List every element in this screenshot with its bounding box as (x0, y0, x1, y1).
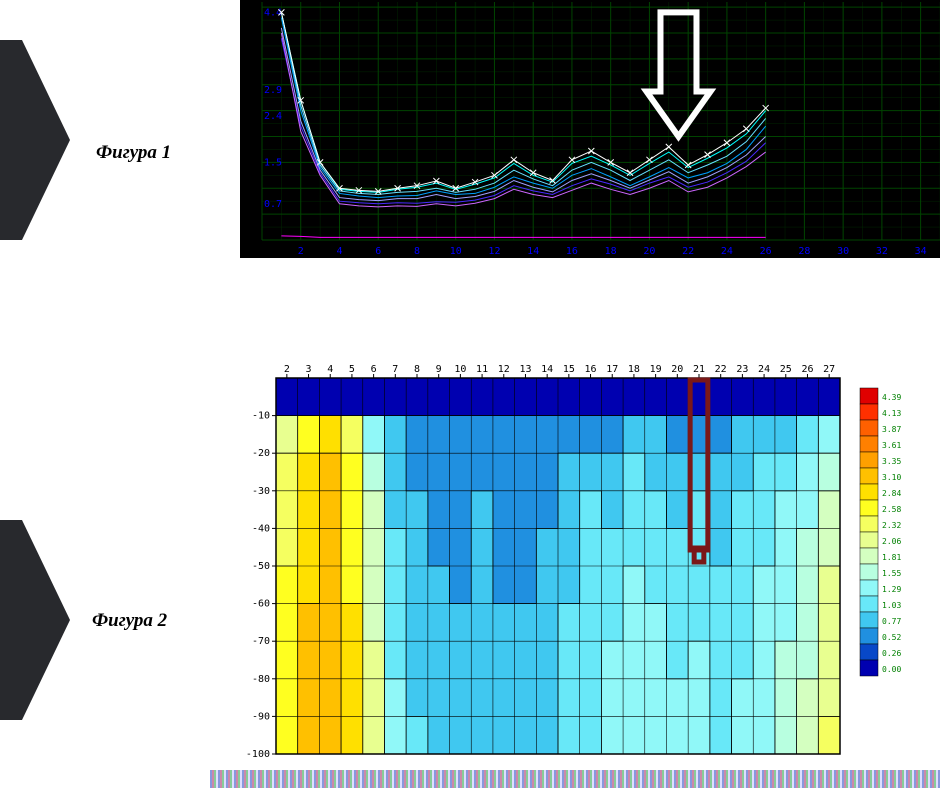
chevron-1 (0, 40, 70, 240)
svg-text:2.9: 2.9 (264, 85, 282, 96)
svg-text:6: 6 (371, 364, 377, 375)
svg-text:2: 2 (298, 246, 304, 257)
svg-text:2: 2 (284, 364, 290, 375)
svg-text:-80: -80 (252, 674, 270, 685)
svg-text:22: 22 (682, 246, 694, 257)
svg-text:0.26: 0.26 (882, 649, 901, 658)
svg-text:26: 26 (801, 364, 813, 375)
svg-text:32: 32 (876, 246, 888, 257)
svg-text:-100: -100 (246, 749, 270, 760)
svg-text:19: 19 (650, 364, 662, 375)
svg-text:12: 12 (498, 364, 510, 375)
svg-text:17: 17 (606, 364, 618, 375)
svg-text:23: 23 (736, 364, 748, 375)
svg-text:2.32: 2.32 (882, 521, 901, 530)
svg-text:14: 14 (541, 364, 553, 375)
svg-text:4.4: 4.4 (264, 7, 282, 18)
svg-text:-40: -40 (252, 523, 270, 534)
figure-2-label: Фигура 2 (92, 610, 167, 632)
line-chart: 2468101214161820222426283032340.71.52.42… (240, 0, 940, 258)
heatmap-chart: 2345678910111213141516171819202122232425… (240, 360, 920, 760)
svg-text:11: 11 (476, 364, 488, 375)
svg-text:16: 16 (585, 364, 597, 375)
svg-text:28: 28 (798, 246, 810, 257)
svg-text:4.13: 4.13 (882, 409, 901, 418)
svg-text:16: 16 (566, 246, 578, 257)
svg-text:20: 20 (671, 364, 683, 375)
svg-text:3.35: 3.35 (882, 457, 901, 466)
svg-text:3.10: 3.10 (882, 473, 901, 482)
svg-text:24: 24 (721, 246, 733, 257)
svg-text:14: 14 (527, 246, 539, 257)
noise-strip (210, 770, 940, 788)
heatmap-chart-svg: 2345678910111213141516171819202122232425… (240, 360, 920, 760)
svg-text:0.7: 0.7 (264, 199, 282, 210)
svg-text:18: 18 (605, 246, 617, 257)
svg-text:2.58: 2.58 (882, 505, 901, 514)
svg-text:4.39: 4.39 (882, 393, 901, 402)
svg-text:-70: -70 (252, 636, 270, 647)
svg-text:2.06: 2.06 (882, 537, 901, 546)
svg-text:2.84: 2.84 (882, 489, 901, 498)
line-chart-svg: 2468101214161820222426283032340.71.52.42… (240, 0, 940, 258)
svg-text:34: 34 (915, 246, 927, 257)
svg-text:-50: -50 (252, 561, 270, 572)
svg-text:8: 8 (414, 364, 420, 375)
svg-text:6: 6 (375, 246, 381, 257)
svg-text:3.61: 3.61 (882, 441, 901, 450)
svg-text:13: 13 (519, 364, 531, 375)
svg-text:-90: -90 (252, 711, 270, 722)
svg-text:4: 4 (327, 364, 333, 375)
svg-text:24: 24 (758, 364, 770, 375)
svg-text:30: 30 (837, 246, 849, 257)
svg-text:1.5: 1.5 (264, 157, 282, 168)
svg-text:1.55: 1.55 (882, 569, 901, 578)
svg-text:10: 10 (454, 364, 466, 375)
svg-text:4: 4 (336, 246, 342, 257)
page: Фигура 1 Фигура 2 2468101214161820222426… (0, 0, 940, 788)
svg-text:7: 7 (392, 364, 398, 375)
svg-text:18: 18 (628, 364, 640, 375)
svg-text:0.52: 0.52 (882, 633, 901, 642)
figure-1-label: Фигура 1 (96, 142, 171, 164)
svg-text:3: 3 (306, 364, 312, 375)
svg-text:-30: -30 (252, 486, 270, 497)
chevron-2 (0, 520, 70, 720)
svg-text:1.03: 1.03 (882, 601, 901, 610)
svg-text:-60: -60 (252, 599, 270, 610)
svg-text:8: 8 (414, 246, 420, 257)
svg-text:20: 20 (643, 246, 655, 257)
svg-text:12: 12 (488, 246, 500, 257)
svg-text:1.29: 1.29 (882, 585, 901, 594)
svg-text:-20: -20 (252, 448, 270, 459)
svg-text:0.77: 0.77 (882, 617, 901, 626)
svg-text:3.87: 3.87 (882, 425, 901, 434)
svg-text:22: 22 (715, 364, 727, 375)
svg-text:9: 9 (436, 364, 442, 375)
svg-text:10: 10 (450, 246, 462, 257)
svg-text:26: 26 (760, 246, 772, 257)
svg-text:21: 21 (693, 364, 705, 375)
svg-text:5: 5 (349, 364, 355, 375)
svg-text:1.81: 1.81 (882, 553, 901, 562)
svg-text:15: 15 (563, 364, 575, 375)
svg-text:27: 27 (823, 364, 835, 375)
svg-text:2.4: 2.4 (264, 111, 282, 122)
svg-text:-10: -10 (252, 411, 270, 422)
svg-text:0.00: 0.00 (882, 665, 901, 674)
svg-text:25: 25 (780, 364, 792, 375)
